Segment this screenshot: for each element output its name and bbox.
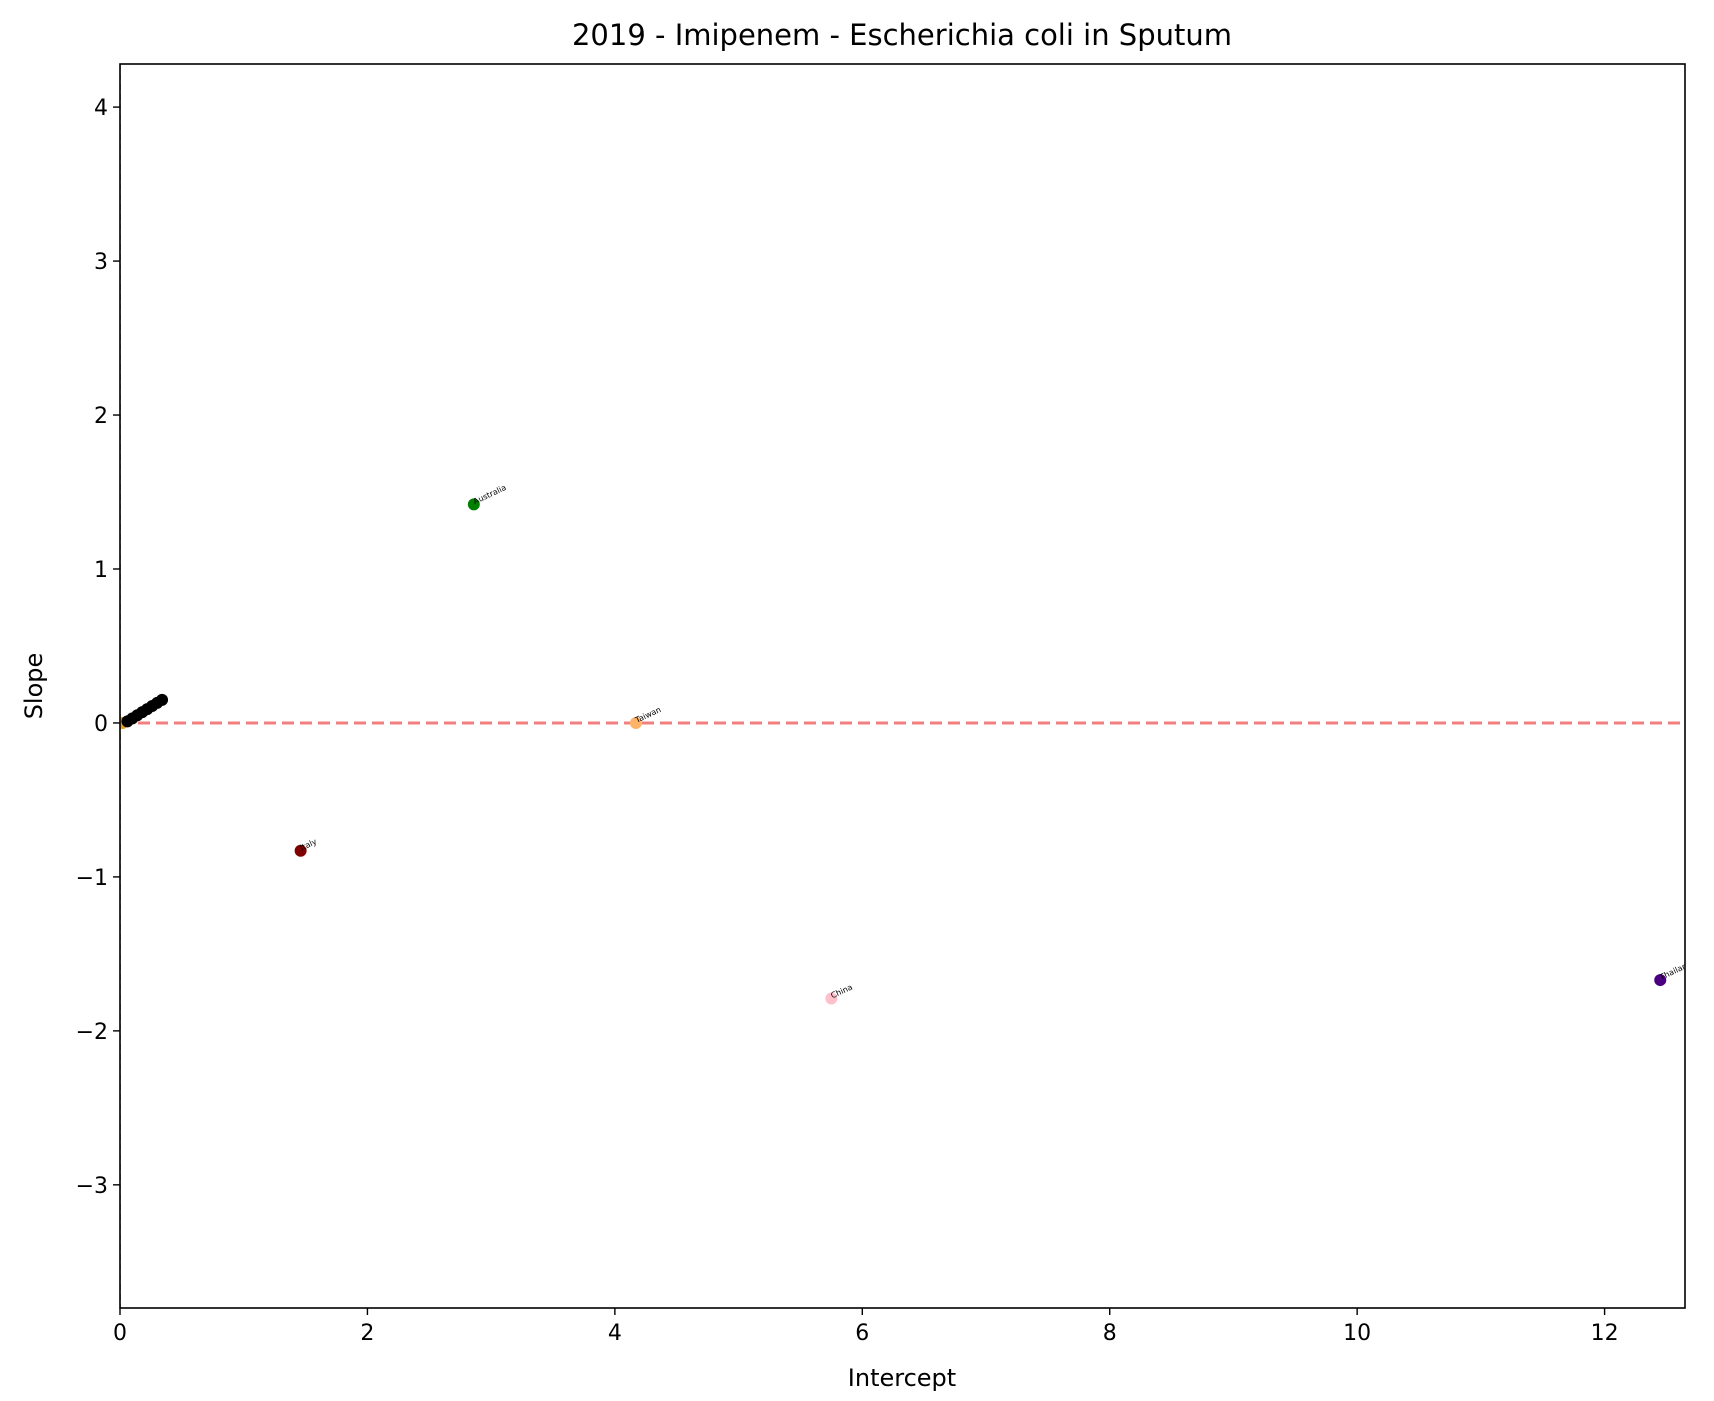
y-tick-label: 4 bbox=[94, 96, 108, 121]
y-tick-label: −1 bbox=[76, 866, 108, 891]
x-axis-label: Intercept bbox=[848, 1364, 956, 1392]
data-point-taiwan bbox=[629, 716, 642, 729]
y-tick-label: 3 bbox=[94, 250, 108, 275]
x-tick-label: 10 bbox=[1343, 1321, 1371, 1346]
y-tick-label: −3 bbox=[76, 1174, 108, 1199]
reference-lines bbox=[120, 64, 1685, 1308]
y-tick-label: −2 bbox=[76, 1020, 108, 1045]
plot-frame bbox=[119, 63, 1686, 1309]
y-axis-label: Slope bbox=[20, 653, 48, 720]
y-tick-label: 0 bbox=[94, 712, 108, 737]
y-tick-label: 1 bbox=[94, 558, 108, 583]
x-tick-label: 6 bbox=[855, 1321, 869, 1346]
x-axis: 0 2 4 6 8 10 12 bbox=[113, 1308, 1619, 1346]
data-point-thailand bbox=[1654, 974, 1667, 987]
x-tick-label: 8 bbox=[1103, 1321, 1117, 1346]
data-point-china bbox=[825, 992, 838, 1005]
chart-title: 2019 - Imipenem - Escherichia coli in Sp… bbox=[572, 18, 1232, 52]
plot-area bbox=[120, 64, 1685, 1308]
data-point-italy bbox=[294, 844, 307, 857]
x-tick-label: 12 bbox=[1591, 1321, 1619, 1346]
x-tick-label: 4 bbox=[608, 1321, 622, 1346]
x-tick-label: 0 bbox=[113, 1321, 127, 1346]
data-point-australia bbox=[467, 498, 480, 511]
data-point bbox=[156, 693, 169, 706]
x-tick-label: 2 bbox=[360, 1321, 374, 1346]
y-axis: −3 −2 −1 0 1 2 3 4 bbox=[76, 96, 120, 1199]
y-tick-label: 2 bbox=[94, 404, 108, 429]
